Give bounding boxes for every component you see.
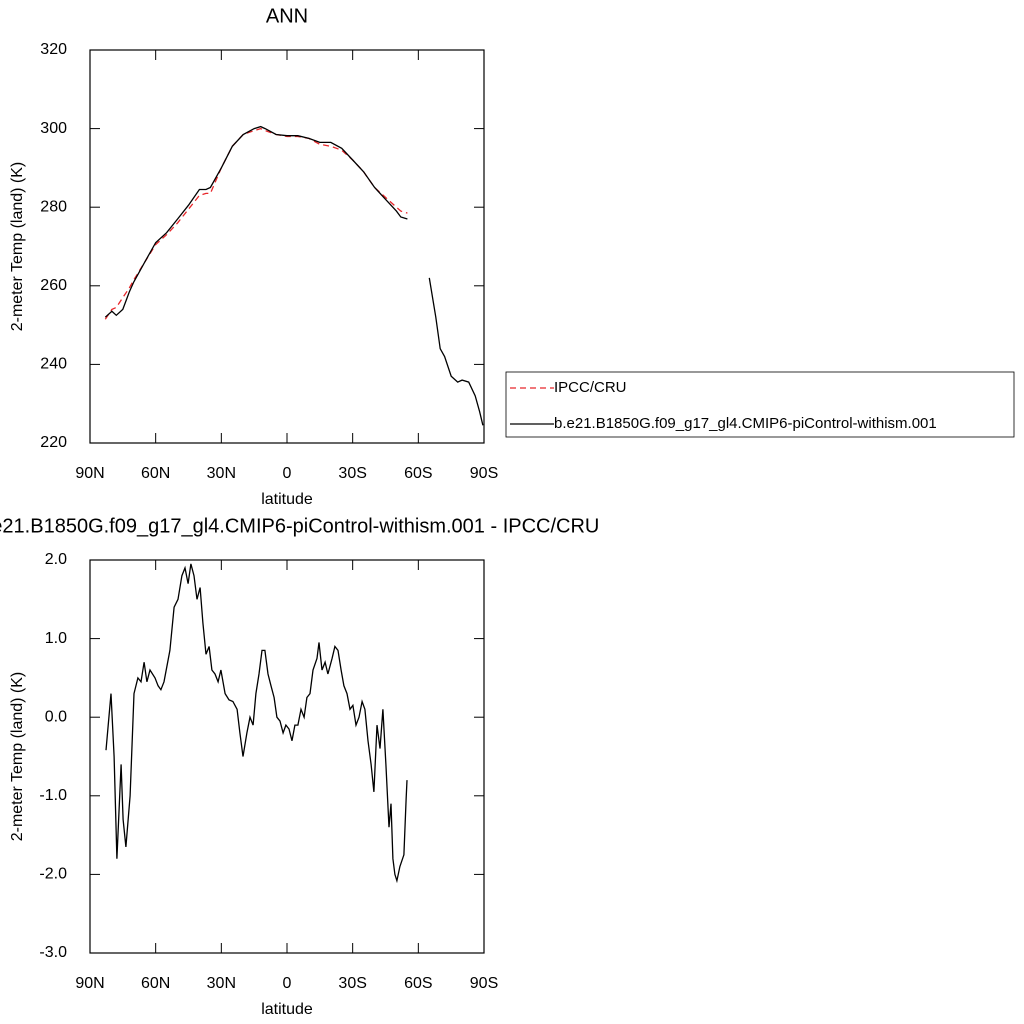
- y-tick-label: -3.0: [39, 944, 67, 961]
- chart-title: b.e21.B1850G.f09_g17_gl4.CMIP6-piControl…: [0, 515, 599, 537]
- y-tick-label: 220: [40, 434, 67, 451]
- y-tick-label: 320: [40, 41, 67, 58]
- y-axis-label: 2-meter Temp (land) (K): [9, 162, 26, 332]
- data-line: [105, 563, 408, 884]
- plot-frame: [89, 559, 485, 954]
- legend-label: b.e21.B1850G.f09_g17_gl4.CMIP6-piControl…: [554, 415, 937, 432]
- data-line: [104, 125, 484, 426]
- y-tick-label: 2.0: [45, 551, 67, 568]
- y-axis-label: 2-meter Temp (land) (K): [9, 672, 26, 842]
- y-tick-label: -2.0: [39, 866, 67, 883]
- plot-frame: [89, 49, 485, 444]
- x-tick-label: 60S: [404, 465, 432, 482]
- x-tick-label: 90N: [75, 465, 104, 482]
- x-tick-label: 60S: [404, 975, 432, 992]
- y-tick-label: 300: [40, 120, 67, 137]
- x-tick-label: 60N: [141, 465, 170, 482]
- x-tick-label: 30N: [207, 975, 236, 992]
- legend-label: IPCC/CRU: [554, 379, 627, 396]
- legend-box: [505, 371, 1015, 438]
- x-axis-label: latitude: [261, 491, 313, 508]
- data-line: [104, 127, 408, 320]
- chart-title: ANN: [266, 5, 308, 27]
- x-tick-label: 0: [283, 465, 292, 482]
- x-tick-label: 90S: [470, 975, 498, 992]
- y-tick-label: 1.0: [45, 630, 67, 647]
- x-axis-label: latitude: [261, 1001, 313, 1018]
- x-tick-label: 90N: [75, 975, 104, 992]
- x-tick-label: 60N: [141, 975, 170, 992]
- x-tick-label: 30S: [338, 465, 366, 482]
- x-tick-label: 0: [283, 975, 292, 992]
- x-tick-label: 30S: [338, 975, 366, 992]
- x-tick-label: 30N: [207, 465, 236, 482]
- y-tick-label: 280: [40, 198, 67, 215]
- y-tick-label: 260: [40, 277, 67, 294]
- y-tick-label: 0.0: [45, 708, 67, 725]
- x-tick-label: 90S: [470, 465, 498, 482]
- y-tick-label: 240: [40, 356, 67, 373]
- y-tick-label: -1.0: [39, 787, 67, 804]
